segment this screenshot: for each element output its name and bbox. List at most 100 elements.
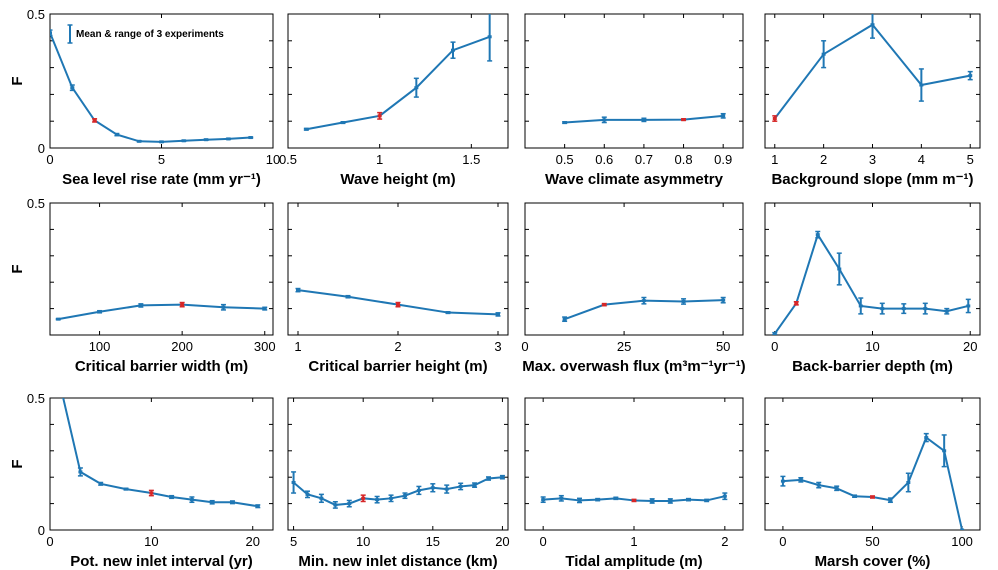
- data-point: [924, 436, 929, 440]
- data-point: [414, 86, 419, 90]
- data-point: [180, 303, 185, 307]
- chart-panel: 0 10 20 0 0.5 F Pot. new inlet interval (yr): [9, 391, 274, 570]
- data-point: [305, 492, 310, 496]
- x-tick-label: 0.9: [714, 152, 732, 167]
- legend: Mean & range of 3 experiments: [67, 24, 224, 44]
- axes-box: [524, 13, 744, 149]
- y-axis-label: F: [9, 264, 26, 273]
- data-point: [613, 496, 618, 500]
- data-point: [541, 498, 546, 502]
- data-point: [78, 470, 83, 474]
- data-point: [632, 498, 636, 502]
- chart-panel: 0 25 50 Max. overwash flux (m³m⁻¹yr⁻¹): [521, 202, 746, 375]
- series-group: [62, 398, 261, 509]
- data-point: [92, 118, 97, 122]
- x-tick-label: 0: [771, 339, 778, 354]
- axes-box: [764, 202, 981, 336]
- data-point: [562, 121, 567, 125]
- series-group: [562, 296, 726, 323]
- data-point: [681, 299, 686, 303]
- data-point: [852, 494, 857, 498]
- data-point: [226, 137, 231, 141]
- x-tick-label: 3: [494, 339, 501, 354]
- chart-panel: 0 50 100 Marsh cover (%): [764, 397, 981, 570]
- data-point: [377, 114, 382, 118]
- data-point: [149, 491, 154, 495]
- data-point: [500, 475, 505, 479]
- x-axis-label: Tidal amplitude (m): [565, 553, 702, 570]
- data-point: [230, 500, 235, 504]
- data-point: [137, 139, 142, 143]
- x-tick-label: 0: [521, 339, 528, 354]
- data-point: [333, 503, 338, 507]
- x-axis-label: Min. new inlet distance (km): [298, 553, 497, 570]
- x-axis-label: Marsh cover (%): [815, 553, 931, 570]
- data-point: [559, 496, 564, 500]
- y-tick-label: 0: [38, 141, 45, 156]
- data-point: [444, 487, 449, 491]
- data-point: [944, 309, 949, 313]
- data-point: [834, 486, 839, 490]
- data-point: [446, 311, 450, 315]
- data-point: [794, 301, 799, 305]
- x-axis-label: Critical barrier height (m): [308, 358, 487, 375]
- data-point: [291, 480, 296, 484]
- data-point: [458, 484, 463, 488]
- x-tick-label: 5: [158, 152, 165, 167]
- data-point: [416, 488, 421, 492]
- y-tick-label: 0: [38, 523, 45, 538]
- data-point: [97, 310, 102, 314]
- x-tick-label: 25: [617, 339, 631, 354]
- data-point: [641, 118, 646, 122]
- chart-panel: 1 2 3 4 5 Background slope (mm m⁻¹): [764, 13, 981, 188]
- chart-panel: 0 5 10 0 0.5 F Sea level rise rate (mm yr⁻¹) Me…: [9, 7, 280, 188]
- data-point: [602, 118, 607, 122]
- series-group: [55, 301, 268, 321]
- x-tick-label: 3: [869, 152, 876, 167]
- chart-panel: 100 200 300 0.5 F Critical barrier width (m): [9, 196, 276, 375]
- data-point: [919, 83, 924, 87]
- data-point: [821, 52, 826, 56]
- series-group: [772, 230, 971, 335]
- data-point: [923, 307, 928, 311]
- series-line: [62, 398, 258, 508]
- data-point: [577, 498, 582, 502]
- data-point: [837, 267, 842, 271]
- data-point: [159, 140, 164, 144]
- x-tick-label: 200: [171, 339, 193, 354]
- x-tick-label: 10: [144, 534, 158, 549]
- x-axis-label: Critical barrier width (m): [75, 358, 248, 375]
- data-point: [960, 528, 965, 530]
- x-tick-label: 50: [716, 339, 730, 354]
- x-axis-label: Max. overwash flux (m³m⁻¹yr⁻¹): [522, 358, 745, 375]
- x-tick-label: 5: [290, 534, 297, 549]
- x-tick-label: 1.5: [462, 152, 480, 167]
- legend-label: Mean & range of 3 experiments: [76, 29, 224, 40]
- data-point: [341, 121, 345, 125]
- y-axis-label: F: [9, 459, 26, 468]
- x-tick-label: 0.7: [635, 152, 653, 167]
- data-point: [704, 498, 709, 502]
- data-point: [114, 133, 119, 137]
- series-line: [58, 303, 265, 321]
- axes-box: [524, 202, 744, 336]
- x-axis-label: Back-barrier depth (m): [792, 358, 953, 375]
- axes-box: [287, 202, 509, 336]
- x-tick-label: 100: [89, 339, 111, 354]
- x-tick-label: 300: [254, 339, 276, 354]
- x-tick-label: 1: [771, 152, 778, 167]
- series-line: [306, 35, 491, 131]
- data-point: [880, 307, 885, 311]
- chart-panel: 5 10 15 20 Min. new inlet distance (km): [287, 397, 510, 570]
- data-point: [562, 317, 567, 321]
- data-point: [221, 305, 226, 309]
- series-line: [773, 232, 969, 335]
- data-point: [472, 483, 477, 487]
- data-point: [124, 487, 129, 491]
- x-tick-label: 2: [394, 339, 401, 354]
- x-tick-label: 10: [865, 339, 879, 354]
- data-point: [650, 499, 655, 503]
- data-point: [375, 498, 380, 502]
- series-group: [780, 432, 965, 530]
- x-tick-label: 0: [540, 534, 547, 549]
